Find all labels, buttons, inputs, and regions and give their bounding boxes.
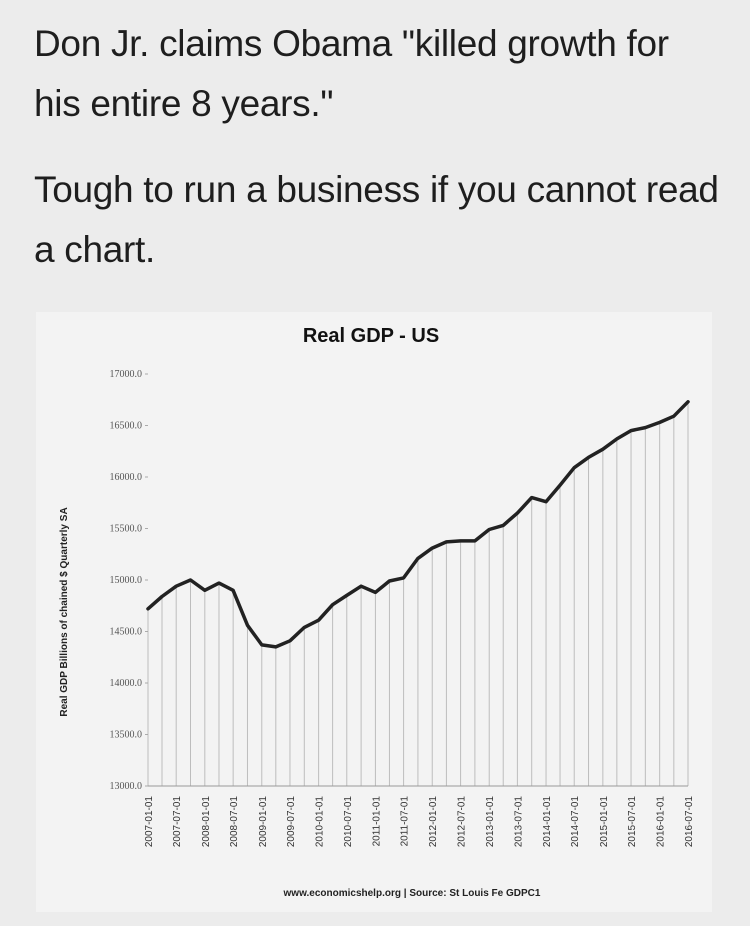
- x-tick-label: 2014-01-01: [542, 796, 553, 848]
- caption-line-1: Don Jr. claims Obama "killed growth for …: [34, 23, 669, 124]
- y-tick-label: 17000.0: [110, 369, 143, 380]
- y-tick-label: 14000.0: [110, 678, 143, 689]
- x-tick-label: 2010-07-01: [343, 796, 354, 848]
- y-tick-label: 16500.0: [110, 421, 143, 432]
- x-tick-label: 2013-01-01: [485, 796, 496, 848]
- x-tick-label: 2007-07-01: [172, 796, 183, 848]
- y-tick-labels: 13000.0 13500.0 14000.0 14500.0 15000.0 15500…: [110, 369, 148, 792]
- x-tick-label: 2010-01-01: [315, 796, 326, 848]
- chart-canvas: Real GDP - US Real GDP Billions of chain…: [59, 325, 695, 899]
- x-tick-label: 2007-01-01: [144, 796, 155, 848]
- x-tick-label: 2013-07-01: [513, 796, 524, 848]
- y-tick-label: 14500.0: [110, 627, 143, 638]
- x-tick-label: 2011-07-01: [400, 796, 411, 847]
- series-layer: [146, 400, 690, 649]
- y-axis-label: Real GDP Billions of chained $ Quarterly…: [59, 507, 70, 716]
- caption-line-2: Tough to run a business if you cannot re…: [34, 169, 719, 270]
- x-tick-label: 2014-07-01: [570, 796, 581, 848]
- y-tick-label: 13500.0: [110, 730, 143, 741]
- x-tick-label: 2015-01-01: [599, 796, 610, 848]
- x-tick-label: 2008-07-01: [229, 796, 240, 848]
- chart-source-note: www.economicshelp.org | Source: St Louis…: [283, 888, 541, 899]
- y-tick-label: 15000.0: [110, 575, 143, 586]
- y-tick-label: 15500.0: [110, 524, 143, 535]
- x-tick-label: 2009-01-01: [258, 796, 269, 848]
- chart-title: Real GDP - US: [303, 325, 439, 347]
- grid-lines: [147, 401, 689, 787]
- x-tick-label: 2012-01-01: [428, 796, 439, 848]
- x-tick-label: 2016-07-01: [684, 796, 695, 848]
- y-tick-label: 16000.0: [110, 472, 143, 483]
- x-tick-label: 2009-07-01: [286, 796, 297, 848]
- y-tick-label: 13000.0: [110, 781, 143, 792]
- x-tick-label: 2011-01-01: [371, 796, 382, 847]
- gdp-chart: Real GDP - US Real GDP Billions of chain…: [36, 312, 712, 912]
- x-tick-labels: 2007-01-01 2007-07-01 2008-01-01 2008-07-01…: [144, 796, 695, 848]
- x-tick-label: 2016-01-01: [656, 796, 667, 848]
- x-tick-label: 2012-07-01: [457, 796, 468, 848]
- x-tick-label: 2008-01-01: [201, 796, 212, 848]
- gdp-series-line: [146, 400, 690, 649]
- x-tick-label: 2015-07-01: [627, 796, 638, 848]
